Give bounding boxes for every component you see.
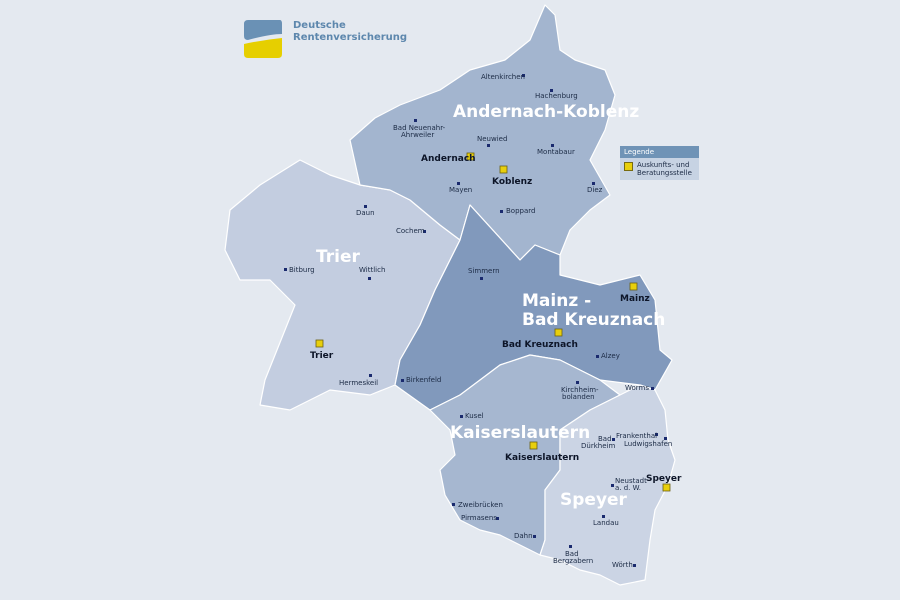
city-label: Hermeskeil	[339, 379, 378, 387]
region-label: Bad Kreuznach	[522, 310, 665, 330]
city-label: Bergzabern	[553, 557, 593, 565]
office-label: Kaiserslautern	[505, 453, 579, 463]
logo-line: Rentenversicherung	[293, 32, 408, 43]
region-speyer[interactable]	[539, 384, 676, 586]
city-label: Wittlich	[359, 266, 385, 274]
city-label: Daun	[356, 209, 375, 217]
city-label: Alzey	[601, 352, 620, 360]
office-label: Koblenz	[492, 177, 532, 187]
city-markers	[284, 74, 667, 567]
city-label: Bad Neuenahr-	[393, 124, 446, 132]
city-label: a. d. W.	[615, 484, 641, 492]
city-label: Dürkheim	[581, 442, 615, 450]
logo-icon	[244, 20, 282, 58]
office-labels: Andernach Koblenz Trier Mainz Bad Kreuzn…	[310, 154, 682, 484]
legend-title: Legende	[620, 146, 699, 158]
city-label: Frankenthal	[616, 432, 657, 440]
legend-item: Auskunfts- und Beratungsstelle	[620, 158, 699, 180]
city-label: Diez	[587, 186, 603, 194]
city-label: Wörth	[612, 561, 633, 569]
office-icon[interactable]	[554, 328, 563, 337]
region-andernach-koblenz[interactable]	[349, 4, 616, 261]
legend: Legende Auskunfts- und Beratungsstelle	[620, 146, 699, 180]
region-label: Mainz -	[522, 291, 591, 311]
region-label: Trier	[316, 247, 360, 267]
office-icon[interactable]	[315, 339, 324, 348]
yellow-square-icon	[624, 162, 633, 171]
region-labels: Andernach-Koblenz Trier Mainz - Bad Kreu…	[316, 102, 665, 510]
city-label: Birkenfeld	[406, 376, 441, 384]
city-labels: Altenkirchen Hachenburg Bad Neuenahr- Ah…	[289, 73, 672, 569]
city-label: Pirmasens	[461, 514, 497, 522]
city-label: Ludwigshafen	[624, 440, 672, 448]
city-label: bolanden	[562, 393, 595, 401]
logo-line: Deutsche	[293, 20, 346, 31]
city-label: Dahn	[514, 532, 533, 540]
office-label: Speyer	[646, 474, 682, 484]
city-label: Mayen	[449, 186, 472, 194]
city-label: Kusel	[465, 412, 484, 420]
logo-wordmark: Deutsche Rentenversicherung	[293, 20, 407, 44]
city-label: Ahrweiler	[401, 131, 434, 139]
office-icon[interactable]	[662, 483, 671, 492]
office-icon[interactable]	[529, 441, 538, 450]
city-label: Simmern	[468, 267, 500, 275]
region-label: Andernach-Koblenz	[453, 102, 639, 122]
city-label: Boppard	[506, 207, 535, 215]
city-label: Zweibrücken	[458, 501, 503, 509]
city-label: Landau	[593, 519, 619, 527]
city-label: Bitburg	[289, 266, 315, 274]
city-label: Cochem	[396, 227, 425, 235]
office-label: Andernach	[421, 154, 476, 164]
city-label: Bad	[598, 435, 612, 443]
city-label: Altenkirchen	[481, 73, 525, 81]
office-icon[interactable]	[499, 165, 508, 174]
city-label: Kirchheim-	[561, 386, 599, 394]
office-icon[interactable]	[466, 152, 475, 161]
office-label: Trier	[310, 351, 334, 361]
city-label: Neuwied	[477, 135, 507, 143]
city-label: Hachenburg	[535, 92, 578, 100]
region-label: Kaiserslautern	[450, 423, 590, 443]
city-label: Bad	[565, 550, 579, 558]
region-label: Speyer	[560, 490, 628, 510]
city-label: Neustadt	[615, 477, 647, 485]
city-label: Worms	[625, 384, 649, 392]
legend-item-label: Auskunfts- und Beratungsstelle	[637, 161, 692, 177]
office-label: Bad Kreuznach	[502, 340, 578, 350]
office-markers	[315, 152, 671, 492]
city-label: Montabaur	[537, 148, 575, 156]
office-label: Mainz	[620, 294, 650, 304]
office-icon[interactable]	[629, 282, 638, 291]
